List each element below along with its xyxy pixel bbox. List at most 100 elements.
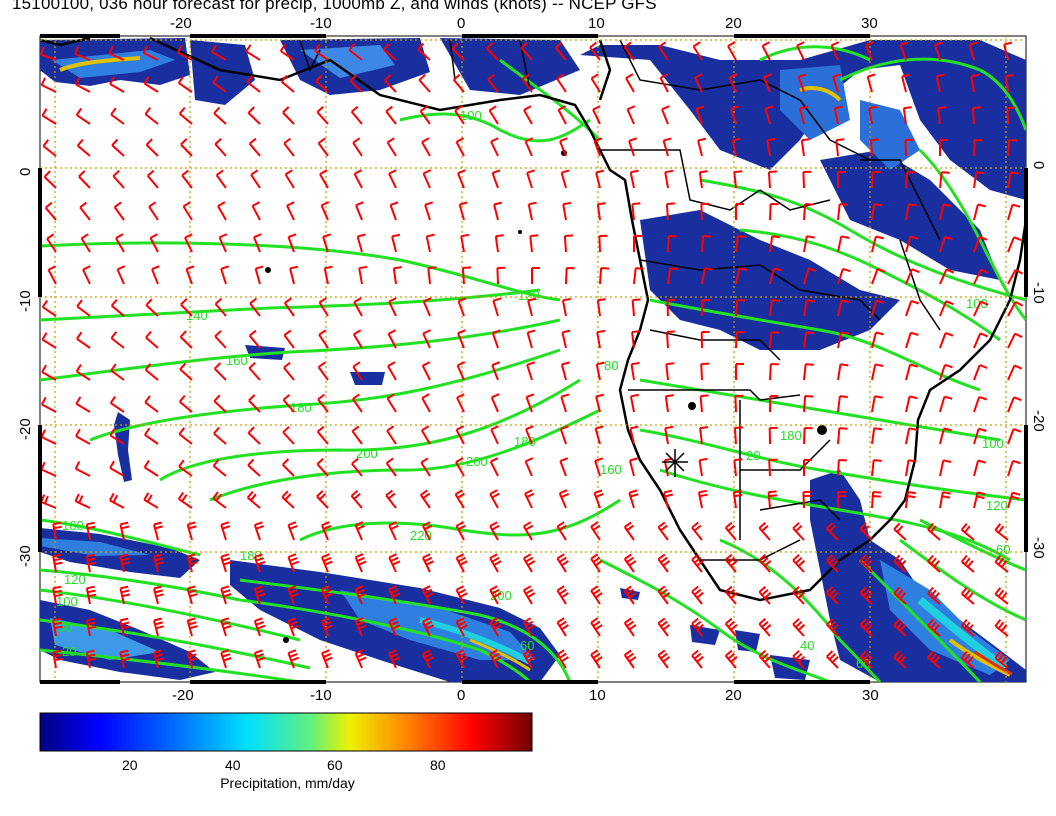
wind-barb bbox=[388, 521, 399, 541]
wind-barb bbox=[52, 553, 63, 573]
wind-barb bbox=[382, 42, 397, 61]
wind-barb bbox=[424, 201, 434, 221]
wind-barb bbox=[213, 394, 227, 413]
wind-barb bbox=[422, 169, 432, 189]
lon-tick-label: 20 bbox=[725, 15, 742, 32]
wind-barb bbox=[527, 201, 537, 221]
wind-barb bbox=[830, 41, 840, 61]
wind-barb bbox=[560, 169, 570, 189]
wind-barb bbox=[659, 73, 669, 93]
wind-barb bbox=[866, 73, 876, 93]
wind-barb bbox=[939, 300, 954, 317]
wind-barb bbox=[665, 362, 675, 381]
wind-barb bbox=[1006, 106, 1016, 125]
wind-barb bbox=[556, 617, 569, 637]
wind-barb bbox=[758, 649, 772, 669]
wind-barb bbox=[458, 201, 468, 221]
wind-barb bbox=[178, 427, 193, 445]
wind-barb bbox=[561, 297, 571, 317]
wind-barb bbox=[871, 299, 885, 317]
wind-barb bbox=[185, 265, 195, 285]
wind-barb bbox=[386, 425, 397, 445]
wind-barb bbox=[178, 394, 193, 413]
wind-barb bbox=[522, 553, 536, 573]
wind-barb bbox=[489, 649, 502, 669]
wind-barb bbox=[667, 235, 677, 253]
wind-barb bbox=[144, 395, 159, 413]
wind-barb bbox=[486, 42, 499, 61]
wind-barb bbox=[455, 553, 468, 573]
wind-barb bbox=[758, 585, 772, 605]
wind-barb bbox=[385, 457, 397, 477]
wind-barb bbox=[496, 266, 506, 285]
wind-barb bbox=[74, 493, 91, 509]
wind-barb bbox=[766, 137, 776, 157]
contour-label: 180 bbox=[514, 434, 536, 449]
wind-barb bbox=[893, 554, 907, 573]
wind-barb bbox=[733, 458, 743, 477]
wind-barb bbox=[180, 298, 193, 317]
wind-barb bbox=[973, 203, 986, 221]
wind-barb bbox=[594, 457, 604, 477]
wind-barb bbox=[247, 426, 261, 445]
wind-barb bbox=[871, 395, 883, 413]
wind-barb bbox=[803, 299, 815, 317]
wind-barb bbox=[76, 299, 91, 317]
wind-barb bbox=[927, 554, 941, 573]
wind-barb bbox=[871, 491, 882, 509]
wind-barb bbox=[758, 521, 771, 541]
wind-barb bbox=[554, 41, 567, 61]
wind-barb bbox=[353, 297, 363, 317]
wind-barb bbox=[593, 489, 604, 509]
wind-barb bbox=[422, 649, 435, 669]
longitude-labels-top: -20 -10 0 10 20 30 bbox=[170, 15, 878, 32]
wind-barb bbox=[452, 73, 465, 93]
wind-barb bbox=[556, 521, 567, 541]
wind-barb bbox=[556, 585, 569, 605]
wind-barb bbox=[792, 554, 806, 573]
lon-tick-label: 10 bbox=[588, 15, 605, 32]
wind-barb bbox=[590, 649, 603, 669]
wind-barb bbox=[859, 554, 873, 573]
wind-barb bbox=[110, 298, 125, 317]
wind-barb bbox=[144, 427, 159, 445]
wind-barb bbox=[758, 553, 772, 573]
wind-barb bbox=[320, 201, 330, 221]
wind-barb bbox=[354, 553, 367, 573]
wind-barb bbox=[939, 363, 953, 381]
wind-barb bbox=[522, 649, 536, 669]
wind-barb bbox=[422, 617, 435, 637]
wind-barb bbox=[973, 268, 989, 285]
wind-barb bbox=[595, 169, 605, 189]
wind-barb bbox=[248, 394, 261, 413]
contour-label: 20 bbox=[746, 448, 760, 463]
wind-barb bbox=[40, 77, 57, 93]
wind-barb bbox=[935, 73, 945, 93]
wind-barb bbox=[698, 170, 708, 189]
lat-tick-label: -10 bbox=[1030, 282, 1047, 304]
wind-barb bbox=[254, 265, 264, 285]
wind-barb bbox=[455, 585, 468, 605]
wind-barb bbox=[939, 171, 950, 189]
contour-label: 80 bbox=[604, 358, 618, 373]
lon-tick-label: -10 bbox=[310, 687, 332, 704]
wind-barb bbox=[75, 428, 91, 445]
wind-barb bbox=[939, 235, 953, 253]
wind-barb bbox=[489, 457, 499, 477]
wind-barb bbox=[560, 361, 570, 381]
wind-barb bbox=[422, 521, 433, 541]
wind-barb bbox=[658, 41, 669, 61]
wind-barb bbox=[489, 553, 502, 573]
wind-barb bbox=[522, 585, 536, 605]
lat-tick-label: -30 bbox=[17, 545, 34, 567]
wind-barb bbox=[220, 585, 232, 605]
wind-barb bbox=[657, 553, 671, 573]
wind-barb bbox=[769, 363, 779, 381]
wind-barb bbox=[354, 521, 365, 541]
wind-barb bbox=[525, 425, 534, 445]
wind-barb bbox=[761, 41, 771, 61]
wind-barb bbox=[733, 170, 743, 189]
wind-barb bbox=[792, 618, 806, 637]
wind-barb bbox=[590, 73, 601, 93]
